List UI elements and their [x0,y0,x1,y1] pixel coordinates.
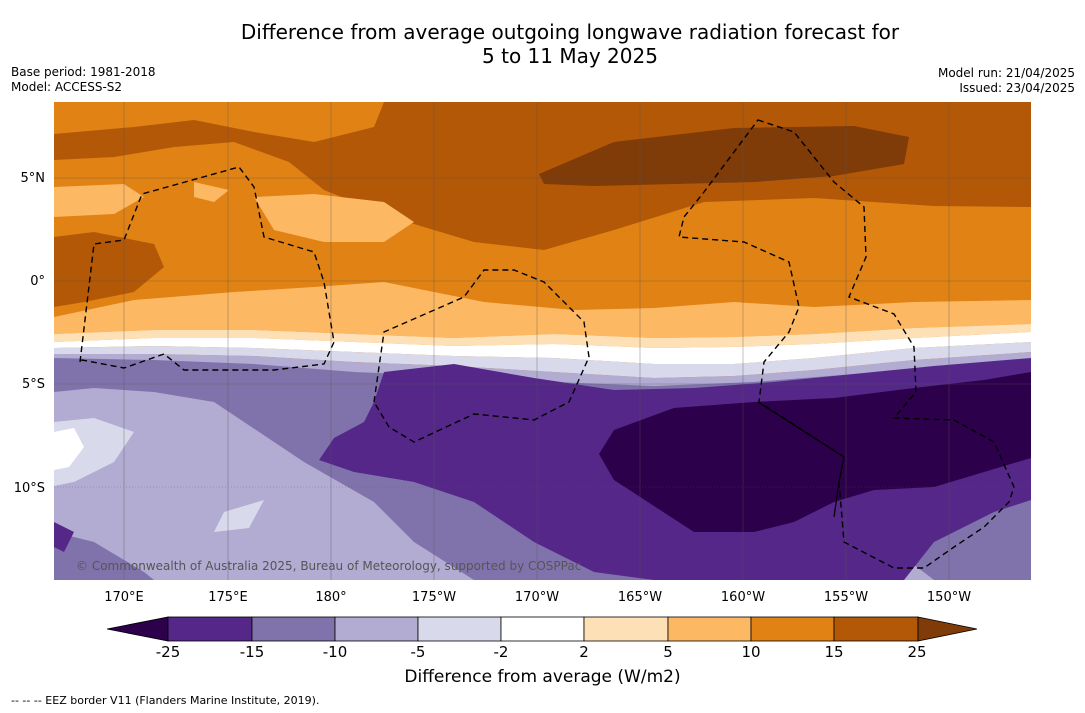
lat-label-5n: 5°N [20,171,46,186]
colorbar-lt-25 [107,616,169,642]
region-5-10-left [54,184,144,217]
lon-label-155w: 155°W [823,590,869,605]
map-panel: © Commonwealth of Australia 2025, Bureau… [54,102,1031,580]
colorbar-label-minus25: -25 [155,643,181,661]
colorbar-5-2 [417,616,502,642]
lat-label-0: 0° [30,274,45,289]
region-10-15-inset [54,102,384,142]
colorbar-15-10 [251,616,336,642]
region-5-10-mid [254,194,414,242]
graticule [54,102,1031,580]
colorbar-label-15: 15 [824,643,844,661]
colorbar-10-15 [750,616,835,642]
region-2-5-band [54,324,1031,348]
lon-label-150w: 150°W [926,590,972,605]
lon-label-175e: 175°E [208,590,248,605]
colorbar [107,616,978,642]
colorbar-2-5 [583,616,669,642]
base-period: Base period: 1981-2018 [11,65,156,79]
region-5-10-band [54,282,1031,338]
colorbar-label-minus15: -15 [239,643,265,661]
lon-label-170w: 170°W [514,590,560,605]
region-5-10-small [194,182,229,202]
issued-date: Issued: 23/04/2025 [959,81,1075,95]
colorbar-label-10: 10 [741,643,761,661]
title-line-2: 5 to 11 May 2025 [482,44,658,68]
region-minus5-band [54,342,1031,378]
colorbar-gt25 [917,616,978,642]
colorbar-label-5: 5 [663,643,673,661]
lon-label-175w: 175°W [411,590,457,605]
chart-title: Difference from average outgoing longwav… [0,20,1085,68]
eez-border-tuvalu-kiribati [79,166,335,371]
region-neutral-band [54,332,1031,364]
model-run: Model run: 21/04/2025 [937,66,1075,80]
colorbar-25-15 [167,616,253,642]
region-minus25-15-left [54,522,74,552]
lon-label-160w: 160°W [720,590,766,605]
lat-label-10s: 10°S [13,481,45,496]
lon-label-170e: 170°E [104,590,144,605]
colorbar-title: Difference from average (W/m2) [404,667,681,687]
lon-label-180: 180° [315,590,347,605]
meta-left: Base period: 1981-2018 Model: ACCESS-S2 [11,65,156,95]
model-name: Model: ACCESS-S2 [11,80,123,94]
eez-solid-border [757,401,845,518]
eez-border-line-islands [678,119,1015,569]
colorbar-5-10 [667,616,752,642]
region-minus5-small [214,500,264,532]
region-neutral-patch [54,428,84,470]
colorbar-label-2: 2 [579,643,589,661]
map-svg [54,102,1031,580]
region-gt25 [539,126,909,186]
region-minus15-lower [54,532,154,580]
colorbar-label-25: 25 [907,643,927,661]
eez-border-phoenix [373,269,590,443]
meta-right: Model run: 21/04/2025 Issued: 23/04/2025 [938,66,1075,96]
colorbar-label-minus10: -10 [322,643,348,661]
lat-label-5s: 5°S [21,377,45,392]
map-credit: © Commonwealth of Australia 2025, Bureau… [76,559,582,573]
eez-legend-footer: -- -- -- EEZ border V11 (Flanders Marine… [11,694,320,707]
lon-label-165w: 165°W [617,590,663,605]
colorbar-2-2 [500,616,585,642]
colorbar-10-5 [334,616,419,642]
region-lt-25 [599,372,1031,532]
title-line-1: Difference from average outgoing longwav… [240,20,900,44]
colorbar-label-minus5: -5 [410,643,426,661]
region-15-25-left [54,232,164,307]
eez-borders [79,119,1015,569]
colorbar-15-25 [833,616,919,642]
colorbar-label-minus2: -2 [493,643,509,661]
